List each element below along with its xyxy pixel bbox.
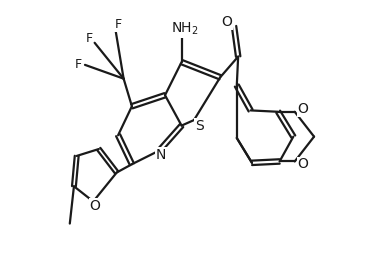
Text: NH$_2$: NH$_2$ bbox=[170, 21, 198, 37]
Text: O: O bbox=[298, 157, 308, 171]
Text: O: O bbox=[89, 199, 100, 213]
Text: O: O bbox=[222, 15, 232, 29]
Text: F: F bbox=[86, 32, 93, 45]
Text: F: F bbox=[114, 18, 122, 31]
Text: F: F bbox=[74, 58, 81, 71]
Text: S: S bbox=[195, 119, 204, 132]
Text: N: N bbox=[156, 148, 166, 161]
Text: O: O bbox=[298, 102, 308, 116]
